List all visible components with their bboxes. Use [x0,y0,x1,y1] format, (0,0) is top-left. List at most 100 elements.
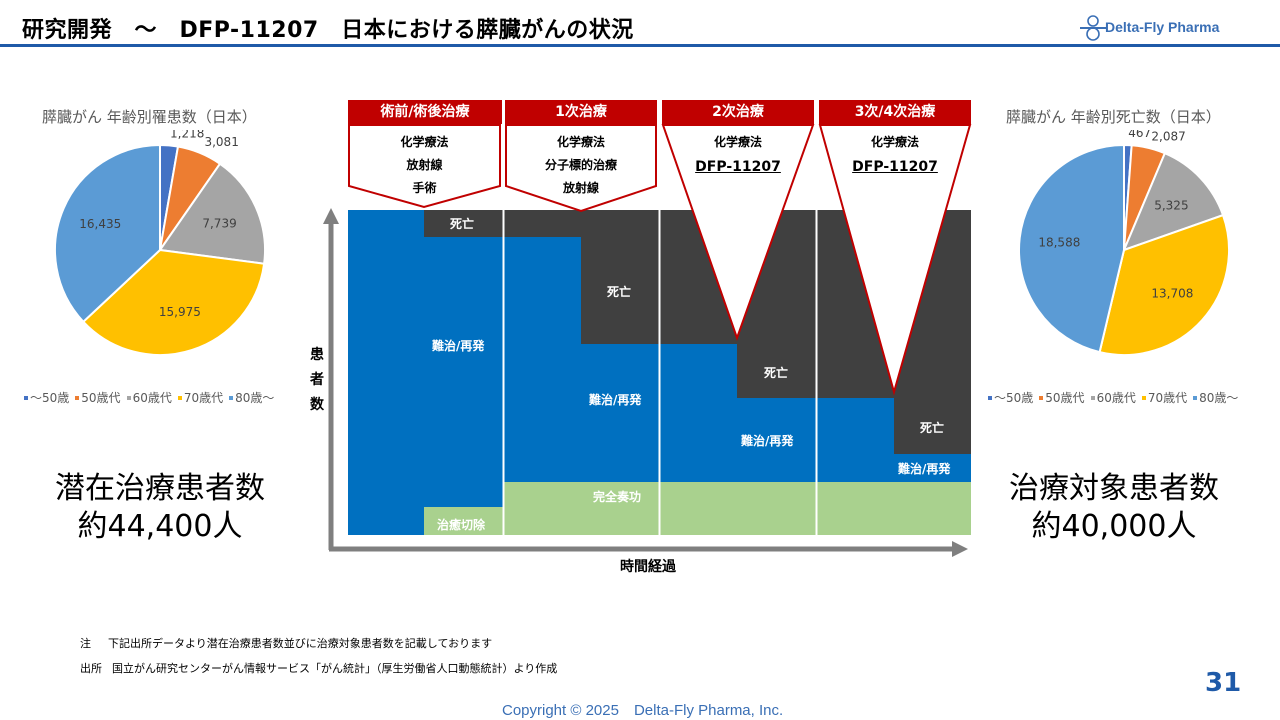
legend-item-4: 70歳代 [1141,389,1188,406]
right-big-label-1: 治療対象患者数 [1009,471,1219,506]
pie-slice-5 [54,143,161,324]
copyright: Copyright © 2025 Delta-Fly Pharma, Inc. [502,702,784,719]
legend-swatch [1141,395,1146,400]
legend-item-4: 70歳代 [177,389,223,406]
legend-label: 70歳代 [1147,391,1188,405]
pie-value-label-5: 16,435 [79,217,121,231]
stage-1-item-3: 手術 [412,181,437,195]
callout-stage-1 [348,124,501,209]
left-big-label-1: 潜在治療患者数 [55,471,265,506]
stage-header-2: 1次治療 [505,100,657,124]
legend-swatch [177,395,182,400]
title-divider [0,44,1280,47]
pie-value-label-5: 18,588 [1038,235,1080,249]
legend-swatch [229,395,234,400]
legend-label: 80歳～ [235,391,275,405]
cure-resection-label: 治癒切除 [437,518,486,532]
stage-2-item-2: 分子標的治療 [544,158,617,172]
refractory-area-1 [348,210,503,535]
legend-swatch [1193,395,1198,400]
legend-label: 60歳代 [1096,391,1136,405]
death-area-3 [581,210,662,344]
refractory-label-4: 難治/再発 [898,462,951,476]
legend-item-5: 80歳～ [229,389,274,406]
legend-item-1: ～50歳 [24,389,69,406]
legend-swatch [126,395,131,400]
source-label: 出所 [80,662,102,675]
legend-swatch [988,395,992,400]
refractory-label-2: 難治/再発 [589,393,642,407]
company-logo-icon [1080,15,1106,41]
stage-4-item-1: 化学療法 [870,135,919,149]
death-label-3: 死亡 [764,366,789,380]
death-area-1 [424,210,503,237]
callout-stage-2 [505,124,657,213]
legend-label: ～50歳 [994,391,1034,405]
callout-stage-4 [818,124,972,396]
stage-1-item-1: 化学療法 [400,135,449,149]
stage-2-item-1: 化学療法 [556,135,605,149]
legend-swatch [1090,395,1095,400]
legend-swatch [24,395,28,400]
stage-1-item-2: 放射線 [406,158,443,172]
refractory-area-2 [503,237,581,482]
pie-value-label-4: 15,975 [159,305,201,319]
page-title: 研究開発 ～ DFP-11207 日本における膵臓がんの状況 [22,18,634,43]
death-area-2 [503,210,581,237]
stage-header-3: 2次治療 [662,100,814,124]
complete-response-label: 完全奏功 [593,490,642,504]
source-text: 国立がん研究センターがん情報サービス「がん統計」（厚生労働省人口動態統計）より作… [112,662,558,675]
y-axis-arrow [323,208,339,224]
company-logo-text: Delta-Fly Pharma [1105,19,1220,35]
legend-swatch [1039,395,1044,400]
pie-slice-4 [81,248,266,356]
pie-value-label-2: 2,087 [1151,130,1185,143]
stage-3-item-2: DFP-11207 [695,159,781,175]
legend-item-5: 80歳～ [1193,389,1238,406]
legend-label: 50歳代 [81,391,121,405]
cure-resection-area [424,507,503,535]
legend-item-3: 60歳代 [1090,389,1136,406]
death-area-7 [894,398,971,454]
right-pie-title: 膵臓がん 年齢別死亡数（日本） [1006,108,1221,126]
pie-slice-5 [1018,143,1125,354]
pie-value-label-2: 3,081 [204,135,238,149]
y-axis-label: 患者数 [310,347,324,413]
stage-2-item-3: 放射線 [562,181,599,195]
note-text: 下記出所データより潜在治療患者数並びに治療対象患者数を記載しております [108,637,493,650]
right-pie-legend: ～50歳 50歳代 60歳代 70歳代 80歳～ [988,389,1238,406]
right-pie-chart: 467 2,087 5,325 13,708 18,588 [1018,130,1230,356]
legend-label: ～50歳 [30,391,70,405]
legend-label: 80歳～ [1199,391,1239,405]
callout-stage-3 [661,124,815,342]
pie-slice-4 [1098,213,1230,356]
left-big-label-2: 約44,400人 [77,509,243,544]
stage-4-item-2: DFP-11207 [852,159,938,175]
pie-value-label-3: 5,325 [1154,198,1188,212]
refractory-label-3: 難治/再発 [741,434,794,448]
stage-header-4: 3次/4次治療 [819,100,971,124]
legend-swatch [75,395,80,400]
pie-value-label-3: 7,739 [202,217,236,231]
note-label: 注 [80,637,91,650]
death-label-4: 死亡 [920,421,945,435]
legend-label: 50歳代 [1045,391,1085,405]
stage-3-item-1: 化学療法 [713,135,762,149]
stage-header-1: 術前/術後治療 [348,100,502,124]
x-axis-arrow [952,541,968,557]
refractory-area-3 [581,344,662,482]
legend-item-1: ～50歳 [988,389,1033,406]
pie-value-label-1: 467 [1128,130,1151,140]
pie-value-label-1: 1,218 [170,130,204,140]
right-big-label-2: 約40,000人 [1031,509,1197,544]
legend-item-2: 50歳代 [75,389,121,406]
left-pie-title: 膵臓がん 年齢別罹患数（日本） [42,108,257,126]
left-pie-legend: ～50歳 50歳代 60歳代 70歳代 80歳～ [24,389,274,406]
x-axis-label: 時間経過 [620,559,676,575]
pie-value-label-4: 13,708 [1151,287,1193,301]
death-label-2: 死亡 [607,285,632,299]
legend-label: 60歳代 [132,391,172,405]
legend-item-2: 50歳代 [1039,389,1085,406]
